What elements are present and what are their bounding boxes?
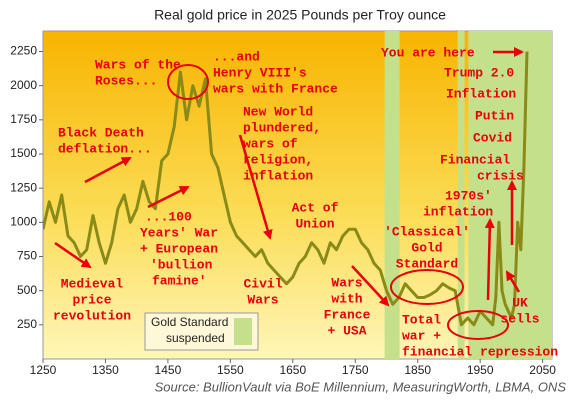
chart-title: Real gold price in 2025 Pounds per Troy … [154,7,446,23]
annotation: Medieval [61,276,124,291]
y-tick-label: 2250 [10,44,37,58]
annotation: Act of [292,200,339,215]
annotation: Union [295,216,334,231]
annotation: Roses... [95,73,157,88]
y-tick-label: 2000 [10,78,37,92]
arrow [147,185,190,209]
price-line [43,51,529,327]
source: Source: BullionVault via BoE Millennium,… [155,379,567,394]
annotation: Wars of the [95,57,181,72]
x-tick-label: 1450 [155,363,182,377]
annotation: plundered, [243,120,321,135]
x-tick-label: 1950 [467,363,494,377]
annotation: religion, [243,152,313,167]
annotation: + USA [327,323,366,338]
y-tick-label: 250 [17,317,37,331]
annotation: inflation [423,204,493,219]
highlight-ellipse [390,269,464,305]
annotation: 1970s' [445,188,492,203]
annotation: Financial [440,152,510,167]
annotation: inflation [243,168,313,183]
annotation: with [331,291,362,306]
annotation: New World [243,104,313,119]
annotation: Covid [473,130,512,145]
y-tick-label: 500 [17,283,37,297]
x-tick-label: 1550 [217,363,244,377]
x-tick-label: 1250 [30,363,57,377]
plot-area [42,30,553,360]
annotation: Inflation [446,86,516,101]
annotation: wars with France [213,81,338,96]
shaded-period [384,31,400,359]
annotation: Gold [411,240,442,255]
arrow [351,265,390,307]
arrow [84,156,132,184]
y-tick-label: 1000 [10,215,37,229]
annotation: wars of [243,136,298,151]
annotation: 'bullion [150,257,213,272]
annotation: ...100 [145,209,192,224]
annotation: price [72,292,111,307]
annotation: deflation... [58,141,152,156]
annotation: sells [500,311,539,326]
y-tick-label: 1250 [10,180,37,194]
annotation: Standard [396,256,458,271]
shaded-period [468,31,552,359]
y-tick-label: 1750 [10,112,37,126]
annotation: Years' War [140,225,218,240]
annotation: ...and [213,49,260,64]
legend-label: suspended [166,331,225,345]
annotation: 'Classical' [384,224,470,239]
shaded-period [457,31,465,359]
annotation: famine' [152,273,207,288]
arrow [54,241,92,269]
annotation: Total [402,312,441,327]
annotation: war + [402,328,441,343]
annotation: crisis [477,168,524,183]
x-tick-label: 1850 [404,363,431,377]
annotation: Trump 2.0 [444,65,514,80]
x-tick-label: 1650 [279,363,306,377]
x-tick-label: 1750 [342,363,369,377]
highlight-ellipse [447,310,509,340]
annotation: UK [512,295,528,310]
y-tick-label: 1500 [10,146,37,160]
x-tick-label: 1350 [92,363,119,377]
arrow [484,218,495,301]
legend-label: Gold Standard [151,315,228,329]
x-tick-label: 2050 [529,363,556,377]
annotation: revolution [53,308,131,323]
annotation: Wars [247,292,278,307]
annotation: Putin [475,108,514,123]
annotation: financial repression [402,344,558,359]
annotation: Henry VIII's [213,65,307,80]
annotation: France [324,307,371,322]
annotation: Civil [243,276,282,291]
annotation: Wars [331,275,362,290]
y-tick-label: 750 [17,249,37,263]
annotation-shapes [54,47,524,340]
annotation: Black Death [58,125,144,140]
arrow [238,134,273,240]
legend-swatch [234,318,252,345]
highlight-ellipse [167,64,209,100]
annotation: + European [140,241,218,256]
arrow [505,270,521,293]
annotation: You are here [381,45,475,60]
